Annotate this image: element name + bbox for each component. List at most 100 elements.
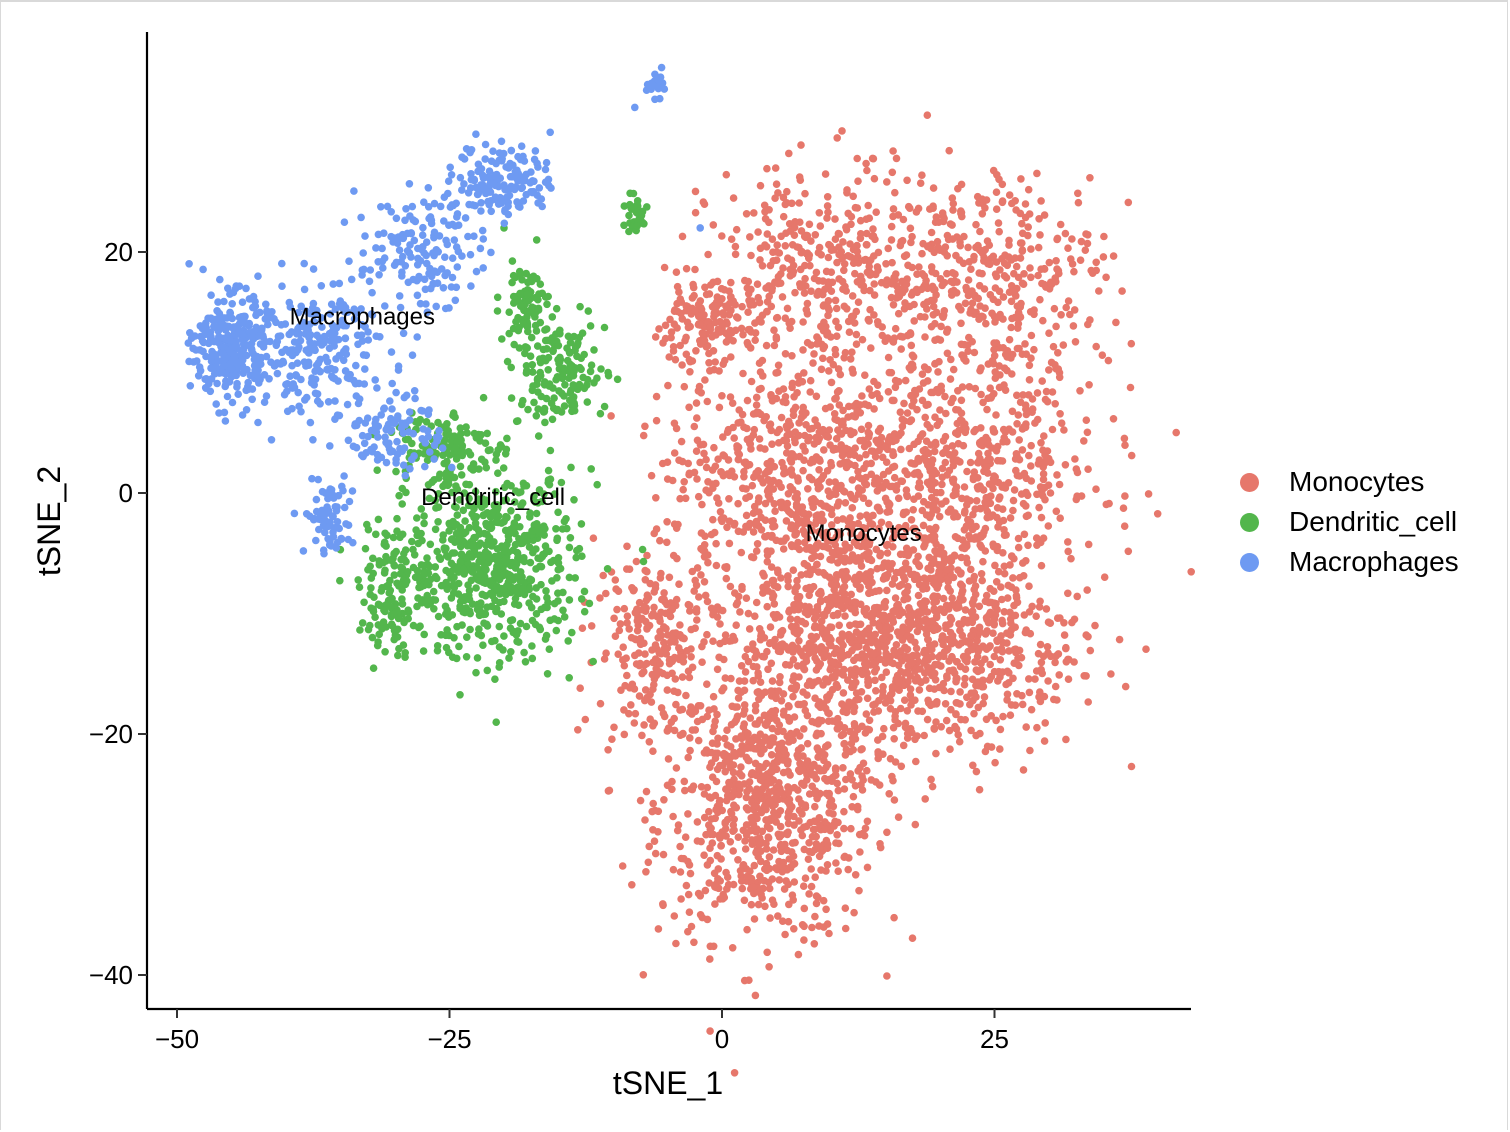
data-point (982, 196, 991, 204)
data-point (810, 825, 819, 834)
data-point (971, 658, 979, 666)
data-point (1115, 635, 1124, 644)
data-point (495, 598, 504, 607)
data-point (719, 360, 727, 369)
data-point (846, 770, 855, 778)
data-point (463, 633, 471, 641)
data-point (875, 476, 884, 484)
data-point (775, 876, 784, 884)
data-point (947, 639, 956, 648)
data-point (676, 631, 684, 639)
data-point (983, 463, 991, 472)
data-point (831, 235, 840, 243)
data-point (623, 619, 631, 627)
data-point (769, 591, 778, 600)
data-point (715, 797, 724, 806)
data-point (823, 328, 832, 337)
data-point (697, 571, 705, 579)
data-point (862, 644, 871, 652)
data-point (929, 626, 938, 635)
data-point (833, 683, 842, 691)
data-point (777, 831, 786, 839)
data-point (1036, 640, 1045, 649)
data-point (589, 534, 598, 542)
data-point (813, 340, 821, 348)
data-point (779, 858, 788, 867)
data-point (938, 632, 947, 640)
data-point (747, 377, 756, 386)
data-point (1041, 395, 1050, 404)
data-point (993, 636, 1001, 645)
data-point (952, 710, 960, 718)
data-point (666, 315, 674, 324)
data-point (692, 399, 701, 407)
data-point (720, 734, 729, 743)
data-point (789, 411, 798, 420)
data-point (860, 575, 869, 583)
data-point (737, 324, 746, 333)
data-point (912, 571, 921, 580)
data-point (699, 440, 708, 449)
data-point (884, 244, 892, 253)
data-point (614, 587, 623, 595)
data-point (742, 831, 751, 839)
data-point (1086, 646, 1095, 655)
data-point (823, 760, 832, 769)
data-point (529, 548, 537, 557)
data-point (684, 753, 692, 762)
data-point (751, 653, 759, 662)
data-point (797, 248, 806, 257)
data-point (692, 605, 701, 613)
data-point (782, 517, 791, 525)
data-point (676, 341, 684, 350)
data-point (662, 650, 671, 658)
data-point (740, 467, 748, 476)
data-point (785, 786, 793, 795)
data-point (844, 209, 852, 218)
data-point (755, 494, 763, 502)
data-point (920, 574, 929, 582)
data-point (754, 228, 762, 236)
data-point (897, 445, 905, 454)
data-point (689, 782, 698, 790)
data-point (888, 168, 897, 177)
data-point (931, 336, 939, 345)
data-point (535, 623, 544, 632)
data-point (986, 608, 995, 617)
data-point (869, 225, 877, 233)
data-point (505, 654, 513, 662)
data-point (867, 344, 875, 352)
data-point (947, 557, 956, 565)
data-point (1071, 338, 1080, 346)
data-point (499, 585, 508, 593)
data-point (839, 406, 847, 415)
data-point (793, 576, 801, 585)
data-point (462, 653, 471, 661)
data-point (791, 686, 799, 694)
data-point (750, 861, 759, 870)
data-point (742, 821, 751, 829)
data-point (869, 650, 878, 658)
data-point (709, 727, 717, 736)
data-point (969, 761, 977, 770)
data-point (1055, 671, 1063, 679)
data-point (739, 861, 748, 869)
data-point (889, 776, 897, 785)
data-point (943, 252, 951, 260)
data-point (972, 666, 981, 674)
data-point (439, 536, 447, 544)
data-point (709, 484, 717, 493)
data-point (1127, 762, 1136, 771)
data-point (883, 549, 892, 557)
data-point (1002, 531, 1010, 539)
data-point (816, 587, 825, 596)
data-point (811, 873, 819, 881)
data-point (825, 929, 833, 938)
data-point (715, 831, 723, 840)
data-point (907, 341, 916, 350)
data-point (712, 539, 720, 548)
data-point (1034, 271, 1042, 280)
data-point (636, 796, 645, 805)
data-point (840, 807, 848, 816)
data-point (623, 542, 631, 551)
